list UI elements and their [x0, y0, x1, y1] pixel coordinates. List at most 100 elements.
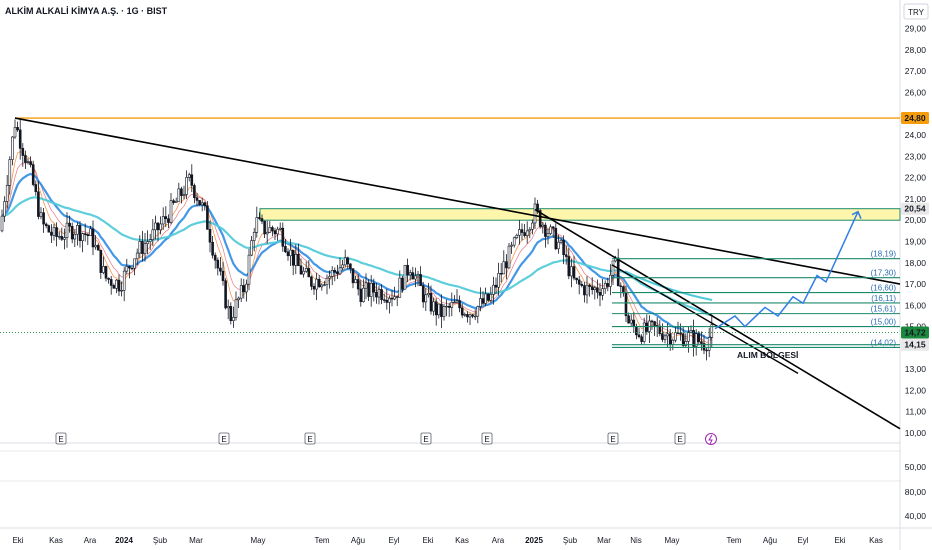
candle-body — [562, 239, 565, 256]
candle-body — [203, 202, 207, 206]
candle-body — [112, 285, 116, 289]
level-label: (18,19) — [871, 250, 897, 259]
candle-body — [151, 229, 155, 240]
time-tick-label: May — [664, 536, 679, 545]
candle-body — [206, 205, 209, 230]
earnings-marker-label: E — [484, 435, 489, 444]
candle-body — [518, 229, 521, 236]
candle-body — [520, 229, 524, 233]
candle-body — [289, 249, 292, 257]
candle-body — [616, 257, 620, 287]
candle-body — [219, 267, 222, 272]
candle-body — [96, 245, 100, 251]
price-tag-label: 24,80 — [904, 113, 926, 123]
time-tick-label: Kas — [455, 536, 469, 545]
earnings-marker[interactable] — [55, 432, 67, 445]
candle-body — [416, 274, 420, 277]
candle-body — [68, 222, 71, 227]
candle-body — [564, 254, 568, 257]
candle-body — [55, 227, 58, 237]
candle-body — [24, 155, 27, 163]
price-tick-label: 17,00 — [905, 279, 927, 289]
candle-body — [122, 270, 126, 291]
candle-body — [510, 244, 513, 247]
candle-body — [91, 228, 95, 248]
indicator-tick-label: 40,00 — [905, 511, 927, 521]
candle-body — [453, 301, 456, 304]
candle-body — [661, 333, 664, 340]
candle-body — [338, 267, 342, 275]
price-tag — [901, 326, 929, 339]
candle-body — [414, 275, 417, 280]
candle-body — [226, 306, 230, 309]
candle-body — [471, 314, 474, 317]
candle-body — [679, 332, 682, 335]
time-tick-label: Mar — [597, 536, 611, 545]
earnings-marker[interactable] — [218, 432, 230, 445]
candle-body — [479, 298, 482, 307]
projection-arrow-icon — [851, 210, 862, 219]
earnings-marker[interactable] — [607, 432, 619, 445]
candle-body — [341, 264, 344, 269]
level-label: (16,60) — [871, 284, 897, 293]
earnings-marker[interactable] — [420, 432, 432, 445]
price-tag-label: 14,72 — [904, 328, 926, 338]
candle-body — [408, 272, 412, 276]
candle-body — [557, 241, 560, 250]
candle-body — [440, 303, 443, 317]
price-tick-label: 26,00 — [905, 88, 927, 98]
candle-body — [65, 222, 69, 238]
candle-body — [276, 228, 279, 235]
candle-body — [567, 256, 571, 277]
candle-body — [336, 271, 339, 275]
candle-body — [26, 161, 30, 163]
candle-body — [180, 188, 183, 196]
indicator-tick-label: 50,00 — [905, 462, 927, 472]
candle-body — [705, 349, 708, 352]
indicator-tick-label: 80,00 — [905, 487, 927, 497]
candle-body — [481, 298, 485, 304]
trend-line-long — [14, 117, 901, 285]
candle-body — [185, 177, 188, 195]
candle-body — [47, 225, 51, 233]
price-tick-label: 21,00 — [905, 194, 927, 204]
candle-body — [52, 227, 56, 236]
candle-body — [424, 294, 428, 303]
candle-body — [102, 266, 105, 273]
earnings-marker-label: E — [423, 435, 428, 444]
price-tag — [901, 338, 929, 351]
candle-body — [367, 282, 370, 297]
earnings-marker[interactable] — [674, 432, 686, 445]
candle-body — [13, 127, 17, 138]
candle-body — [37, 191, 40, 217]
price-tick-label: 27,00 — [905, 66, 927, 76]
candle-body — [221, 270, 225, 282]
candle-body — [104, 266, 108, 279]
time-tick-label: Ağu — [351, 536, 365, 545]
candle-body — [167, 218, 170, 223]
candle-body — [224, 280, 227, 309]
candle-body — [63, 237, 66, 240]
ema-fast-line — [1, 151, 713, 346]
time-tick-label: Ara — [84, 536, 97, 545]
time-tick-label: Şub — [153, 536, 168, 545]
candle-body — [50, 231, 53, 236]
lightning-bolt-icon — [708, 434, 713, 445]
price-tag — [901, 202, 929, 215]
candle-body — [8, 159, 12, 186]
candle-body — [354, 279, 357, 284]
earnings-marker[interactable] — [304, 432, 316, 445]
currency-button[interactable] — [903, 3, 929, 20]
time-tick-label: Eki — [834, 536, 845, 545]
candle-body — [328, 276, 331, 279]
candle-body — [299, 265, 303, 275]
level-label: (15,00) — [871, 318, 897, 327]
candle-body — [546, 233, 550, 237]
candle-body — [671, 339, 675, 345]
earnings-marker[interactable] — [481, 432, 493, 445]
lightning-icon[interactable] — [705, 433, 717, 445]
candle-body — [255, 217, 259, 233]
candle-body — [320, 284, 324, 288]
candle-body — [437, 303, 441, 316]
candle-body — [580, 283, 584, 286]
